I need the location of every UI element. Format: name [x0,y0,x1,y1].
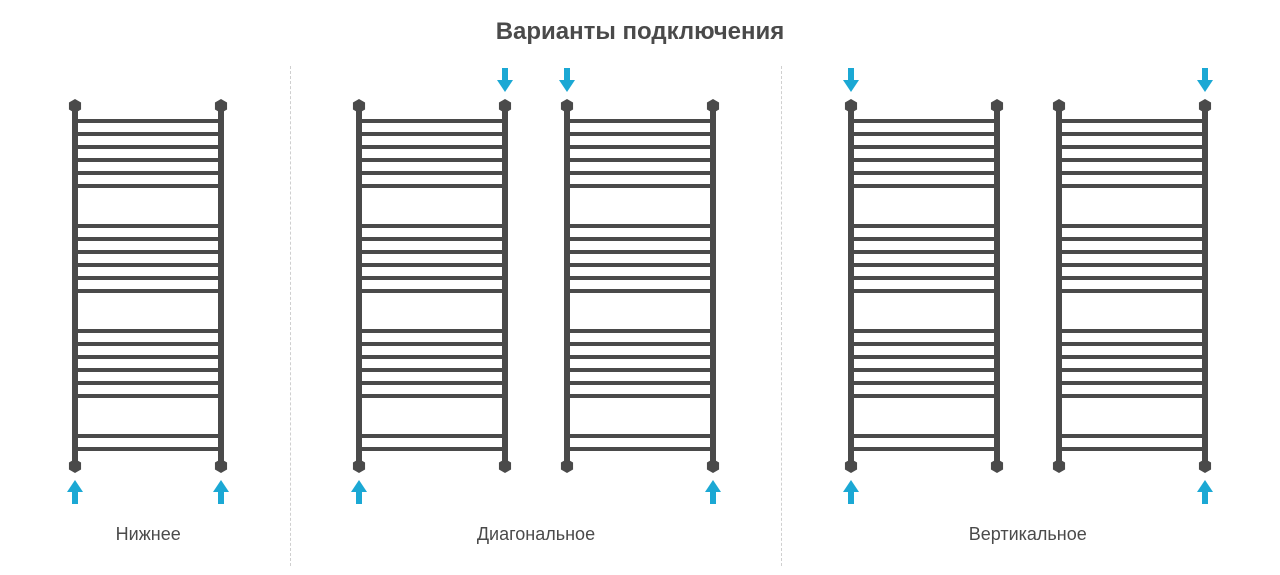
radiator-diagram [337,66,527,506]
flow-arrow [559,68,575,92]
flow-arrow [351,480,367,504]
section-label: Вертикальное [969,524,1087,545]
radiator-row [53,66,243,506]
section-label: Нижнее [116,524,181,545]
flow-arrow [497,68,513,92]
radiator-diagram [1037,66,1227,506]
section-vertical: Вертикальное [809,56,1247,545]
radiator-diagram [545,66,735,506]
section-label: Диагональное [477,524,595,545]
flow-arrow [213,480,229,504]
section-diagonal: Диагональное [317,56,755,545]
section-divider [290,66,291,566]
sections-container: Нижнее Диагональное Вертикальное [0,56,1280,566]
flow-arrow [843,480,859,504]
radiator-row [337,66,735,506]
section-divider [781,66,782,566]
section-bottom: Нижнее [33,56,263,545]
flow-arrow [1197,68,1213,92]
radiator-diagram [829,66,1019,506]
flow-arrow [843,68,859,92]
radiator-diagram [53,66,243,506]
page-title: Варианты подключения [0,0,1280,56]
flow-arrow [705,480,721,504]
flow-arrow [1197,480,1213,504]
flow-arrow [67,480,83,504]
radiator-row [829,66,1227,506]
